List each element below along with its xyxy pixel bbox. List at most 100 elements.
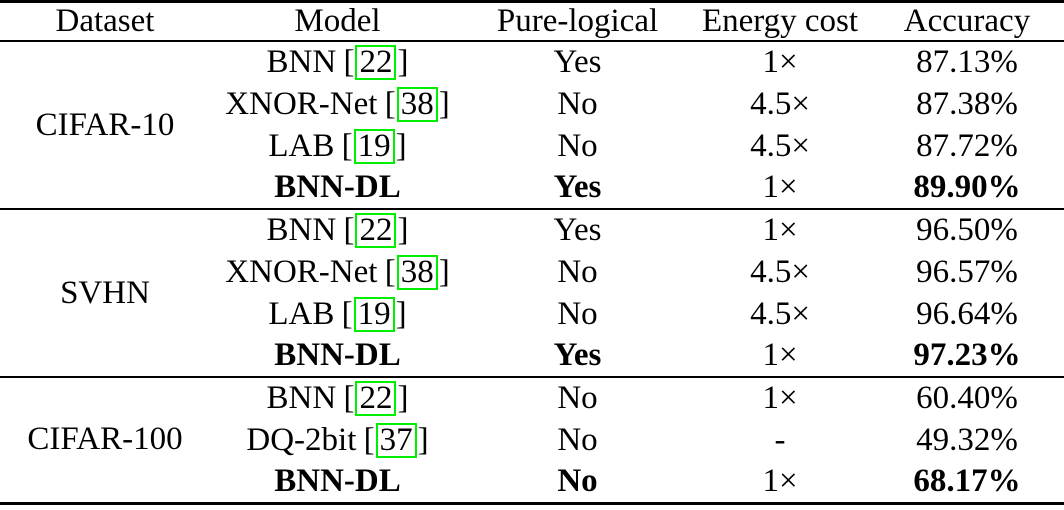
citation-link[interactable]: 37 [375,422,417,458]
citation-close-bracket: ] [397,380,409,416]
energy-cost-cell: 1× [762,44,798,80]
header-row: Dataset Model Pure-logical Energy cost A… [0,2,1064,42]
table-row: CIFAR-100 BNN[22] No 1× 60.40% [0,377,1064,457]
citation-open-bracket: [ [363,421,375,458]
model-cell: XNOR-Net[38] [210,83,465,125]
table-row: XNOR-Net[38] No 4.5× 96.57% [0,251,1064,293]
pure-logical-cell: No [557,85,598,122]
model-name: XNOR-Net [225,85,378,122]
accuracy-cell: 96.64% [916,295,1018,332]
table-row: XNOR-Net[38] No 4.5× 87.38% [0,83,1064,125]
dataset-cell: SVHN [60,274,150,311]
citation-close-bracket: ] [395,295,407,332]
table-row: CIFAR-10 BNN[22] Yes 1× 87.13% [0,41,1064,143]
citation: [19] [342,128,407,164]
citation: [22] [343,212,409,249]
model-name: BNN [266,44,337,80]
model-name: BNN [266,380,337,416]
energy-cost-cell: 1× [762,462,798,499]
citation-close-bracket: ] [397,212,409,248]
dataset-cell: CIFAR-10 [35,106,175,143]
table-row-highlight: BNN-DL Yes 1× 97.23% [0,335,1064,377]
citation-open-bracket: [ [384,253,396,290]
table-row-highlight: BNN-DL Yes 1× 89.90% [0,167,1064,209]
citation-link[interactable]: 22 [355,45,397,81]
citation-link[interactable]: 22 [355,381,397,417]
pure-logical-cell: No [557,127,598,164]
accuracy-cell: 87.38% [916,85,1018,122]
citation-close-bracket: ] [397,44,409,80]
citation: [38] [385,254,450,290]
citation-open-bracket: [ [343,44,355,80]
energy-cost-cell: - [774,421,786,458]
model-cell: DQ-2bit[37] [210,419,465,461]
accuracy-cell: 49.32% [916,421,1018,458]
energy-cost-cell: 1× [762,212,798,248]
dataset-group-cifar10: CIFAR-10 BNN[22] Yes 1× 87.13% XNOR-Net[… [0,41,1064,209]
pure-logical-cell: Yes [553,337,602,373]
dataset-cell: CIFAR-100 [27,421,183,458]
col-header-accuracy: Accuracy [903,3,1031,39]
pure-logical-cell: No [557,462,598,499]
citation-link[interactable]: 22 [355,213,397,249]
table-row: LAB[19] No 4.5× 87.72% [0,125,1064,167]
model-name: DQ-2bit [246,421,357,458]
energy-cost-cell: 4.5× [750,127,810,164]
model-cell: LAB[19] [210,293,465,335]
citation-link[interactable]: 38 [396,86,438,122]
table-row: SVHN BNN[22] Yes 1× 96.50% [0,209,1064,311]
citation-close-bracket: ] [438,85,450,122]
citation-open-bracket: [ [384,85,396,122]
citation: [19] [342,296,407,332]
model-cell: BNN[22] [210,209,465,251]
citation-close-bracket: ] [438,253,450,290]
accuracy-cell: 97.23% [913,337,1021,373]
col-header-dataset: Dataset [55,3,155,39]
model-name: LAB [268,295,335,332]
model-name: BNN [266,212,337,248]
table-row: LAB[19] No 4.5× 96.64% [0,293,1064,335]
citation-link[interactable]: 19 [353,128,395,164]
energy-cost-cell: 1× [762,169,798,205]
citation-open-bracket: [ [341,295,353,332]
accuracy-cell: 96.57% [916,253,1018,290]
energy-cost-cell: 1× [762,337,798,373]
col-header-pure-logical: Pure-logical [496,3,659,39]
dataset-group-svhn: SVHN BNN[22] Yes 1× 96.50% XNOR-Net[38] … [0,209,1064,377]
citation-open-bracket: [ [341,127,353,164]
citation-open-bracket: [ [343,212,355,248]
model-cell: BNN[22] [210,377,465,419]
accuracy-cell: 68.17% [913,462,1021,499]
citation: [22] [343,380,409,417]
pure-logical-cell: No [557,295,598,332]
table-row-highlight: BNN-DL No 1× 68.17% [0,461,1064,503]
citation-open-bracket: [ [343,380,355,416]
pure-logical-cell: No [557,380,598,416]
model-cell: XNOR-Net[38] [210,251,465,293]
citation: [38] [385,86,450,122]
energy-cost-cell: 4.5× [750,295,810,332]
accuracy-cell: 96.50% [916,212,1018,248]
model-cell: BNN[22] [210,41,465,83]
citation: [22] [343,44,409,81]
pure-logical-cell: No [557,421,598,458]
col-header-model: Model [294,3,381,39]
energy-cost-cell: 1× [762,380,798,416]
citation-link[interactable]: 38 [396,254,438,290]
citation-link[interactable]: 19 [353,296,395,332]
citation-close-bracket: ] [395,127,407,164]
pure-logical-cell: Yes [553,169,602,205]
dataset-group-cifar100: CIFAR-100 BNN[22] No 1× 60.40% DQ-2bit[3… [0,377,1064,503]
pure-logical-cell: Yes [553,212,602,248]
accuracy-cell: 87.13% [916,44,1018,80]
model-name: LAB [268,127,335,164]
pure-logical-cell: No [557,253,598,290]
col-header-energy-cost: Energy cost [701,3,859,39]
model-cell: LAB[19] [210,125,465,167]
accuracy-cell: 87.72% [916,127,1018,164]
model-cell: BNN-DL [274,462,401,499]
energy-cost-cell: 4.5× [750,253,810,290]
accuracy-cell: 89.90% [913,169,1021,205]
model-cell: BNN-DL [274,169,401,205]
